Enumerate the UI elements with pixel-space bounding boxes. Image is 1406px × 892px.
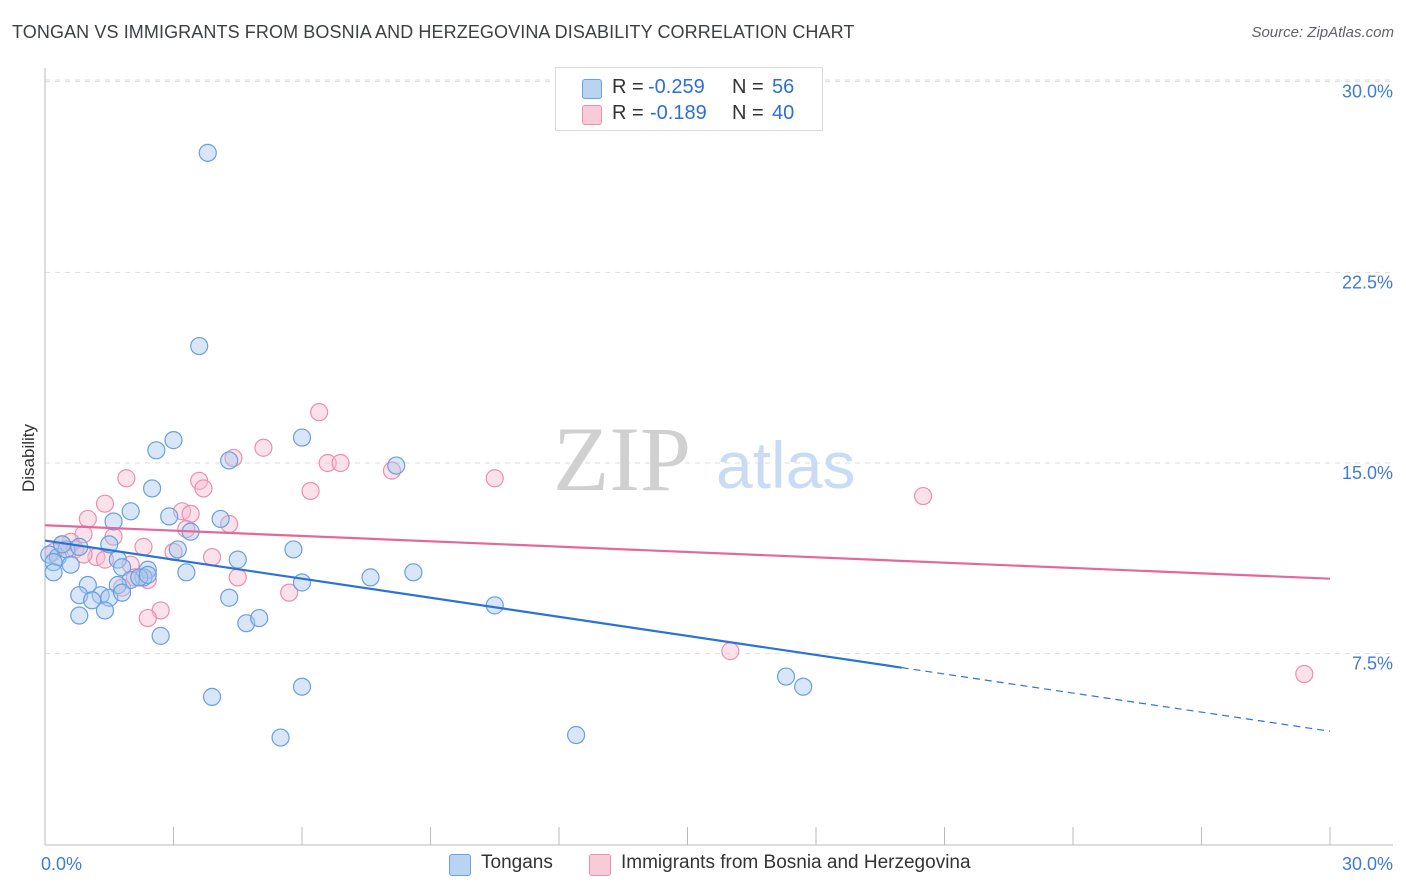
n-value: 56 <box>772 76 795 98</box>
data-point <box>151 626 170 645</box>
data-point <box>301 481 320 501</box>
data-point <box>1295 664 1314 684</box>
points-tongans <box>40 143 813 747</box>
r-label: R = <box>612 76 644 98</box>
data-point <box>164 431 183 450</box>
watermark-atlas: atlas <box>716 428 855 502</box>
source-credit: Source: ZipAtlas.com <box>1251 24 1394 41</box>
data-point <box>177 563 196 582</box>
y-tick-label: 7.5% <box>1352 654 1393 674</box>
data-point <box>220 451 239 470</box>
grid-lines <box>45 79 1393 655</box>
r-label: R = <box>612 102 644 124</box>
legend-label: Tongans <box>481 852 553 873</box>
data-point <box>138 608 157 628</box>
data-point <box>318 453 337 473</box>
data-point <box>292 677 312 696</box>
data-point <box>567 725 586 745</box>
data-point <box>331 453 350 473</box>
legend-label: Immigrants from Bosnia and Herzegovina <box>621 852 971 873</box>
data-point <box>220 588 239 607</box>
y-tick-label: 15.0% <box>1342 463 1393 483</box>
data-point <box>776 667 796 686</box>
n-label: N = <box>732 76 764 98</box>
data-point <box>112 558 132 577</box>
blue-swatch <box>449 854 471 876</box>
data-point <box>250 608 269 628</box>
data-point <box>198 143 217 162</box>
y-axis-label: Disability <box>19 423 38 492</box>
n-label: N = <box>732 102 764 124</box>
r-value: -0.259 <box>648 76 705 98</box>
data-point <box>292 573 312 592</box>
data-point <box>387 456 406 475</box>
data-point <box>292 428 312 447</box>
trend-line-tongans-extension <box>901 667 1331 732</box>
data-point <box>280 583 299 602</box>
pink-swatch <box>589 854 611 876</box>
axes <box>44 68 1393 846</box>
data-point <box>721 642 740 661</box>
data-point <box>160 507 179 526</box>
data-point <box>404 563 423 582</box>
blue-swatch <box>582 79 602 99</box>
data-point <box>121 502 140 521</box>
trend-line-tongans <box>44 539 902 669</box>
n-value: 40 <box>772 102 795 124</box>
tick-labels: 7.5% 15.0% 22.5% 30.0% 0.0% 30.0% <box>41 82 1393 874</box>
data-point <box>202 547 222 567</box>
data-point <box>112 583 132 602</box>
data-point <box>794 677 813 696</box>
data-point <box>78 509 97 529</box>
data-point <box>95 494 115 513</box>
data-point <box>211 509 230 529</box>
correlation-legend: R = -0.259 N = 56 R = -0.189 N = 40 <box>555 67 823 131</box>
data-point <box>181 504 200 523</box>
data-point <box>147 441 166 460</box>
y-tick-label: 30.0% <box>1342 82 1393 102</box>
data-point <box>61 555 80 574</box>
data-point <box>104 512 123 531</box>
data-point <box>168 540 187 559</box>
data-point <box>194 479 213 498</box>
data-point <box>44 563 63 582</box>
data-point <box>271 728 290 747</box>
chart-title: TONGAN VS IMMIGRANTS FROM BOSNIA AND HER… <box>12 22 855 42</box>
data-point <box>134 537 153 556</box>
watermark: ZIP atlas <box>553 408 855 510</box>
data-point <box>284 540 303 559</box>
data-point <box>254 438 273 457</box>
data-point <box>361 568 380 587</box>
data-point <box>485 469 504 488</box>
data-point <box>202 687 222 706</box>
x-tick-label: 0.0% <box>41 854 82 874</box>
y-tick-label: 22.5% <box>1342 272 1393 292</box>
watermark-zip: ZIP <box>553 408 691 510</box>
r-value: -0.189 <box>650 102 707 124</box>
data-point <box>138 565 157 584</box>
data-point <box>70 606 89 625</box>
data-point <box>142 479 162 498</box>
pink-swatch <box>582 105 602 125</box>
data-point <box>228 550 247 569</box>
data-point <box>95 601 115 620</box>
data-point <box>228 568 247 587</box>
data-point <box>190 336 209 356</box>
x-tick-label: 30.0% <box>1342 854 1393 874</box>
data-point <box>117 469 136 488</box>
data-point <box>310 403 329 422</box>
trend-lines <box>44 524 1331 732</box>
data-point <box>913 486 933 506</box>
trend-line-immigrants <box>44 524 1331 580</box>
